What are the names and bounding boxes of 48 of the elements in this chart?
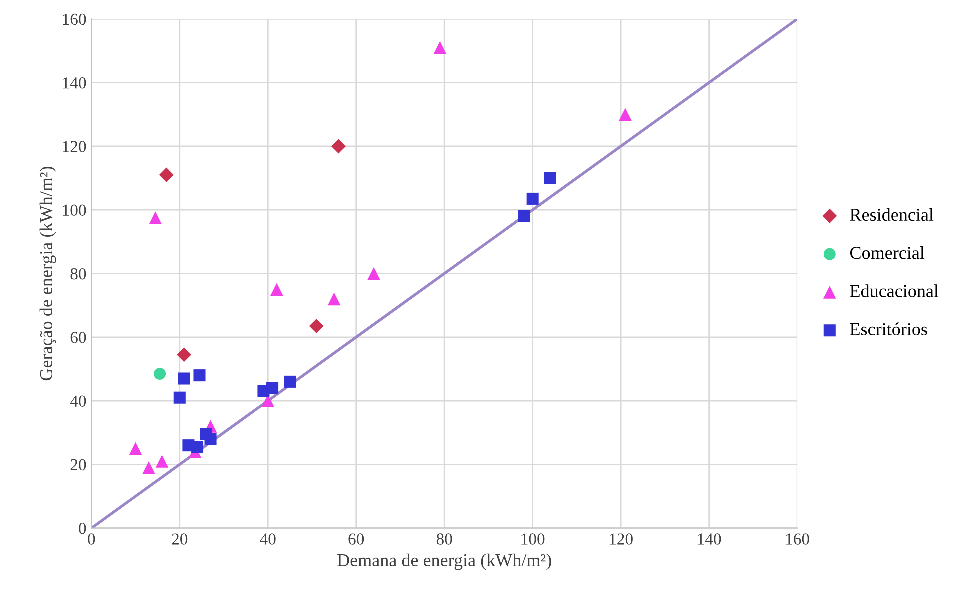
point <box>368 267 380 280</box>
point <box>156 455 169 468</box>
y-tick-label: 80 <box>70 268 86 280</box>
point <box>434 41 447 54</box>
x-tick-label: 160 <box>786 534 810 545</box>
point <box>270 283 284 296</box>
x-tick-label: 40 <box>260 534 276 545</box>
x-tick-label: 60 <box>348 534 364 545</box>
point <box>309 318 324 334</box>
x-tick-label: 120 <box>610 534 633 545</box>
point <box>619 108 632 122</box>
legend-label: Residencial <box>850 208 934 222</box>
x-tick-label: 0 <box>88 534 96 545</box>
y-tick-label: 100 <box>63 204 86 216</box>
point <box>159 168 174 182</box>
point <box>177 348 192 362</box>
y-tick-label: 140 <box>63 78 86 89</box>
x-axis-title: Demana de energia (kWh/m²) <box>338 554 552 570</box>
x-tick-label: 20 <box>172 534 188 545</box>
point <box>526 192 539 205</box>
x-tick-label: 80 <box>436 534 452 545</box>
point <box>266 382 279 394</box>
point <box>142 461 156 474</box>
x-tick-label: 100 <box>522 534 545 545</box>
point <box>328 292 341 306</box>
y-tick-label: 120 <box>63 141 86 152</box>
legend-label: Comercial <box>850 246 925 260</box>
y-tick-label: 40 <box>70 396 86 407</box>
point <box>194 370 206 382</box>
point <box>154 368 166 380</box>
point <box>192 441 204 454</box>
point <box>149 212 162 224</box>
point <box>331 139 346 154</box>
point <box>129 442 142 456</box>
legend-label: Educacional <box>850 284 939 298</box>
legend-label: Escritórios <box>850 322 928 336</box>
point <box>544 172 556 184</box>
y-axis-title: Geração de energia (kWh/m²) <box>40 166 56 381</box>
point <box>284 376 296 388</box>
point <box>204 433 217 446</box>
y-tick-label: 20 <box>70 459 86 471</box>
point <box>518 210 530 222</box>
x-tick-label: 140 <box>698 534 722 545</box>
point <box>174 392 186 404</box>
y-tick-label: 0 <box>79 523 86 534</box>
y-tick-label: 60 <box>70 332 86 344</box>
point <box>178 372 190 385</box>
y-tick-label: 160 <box>63 14 86 26</box>
